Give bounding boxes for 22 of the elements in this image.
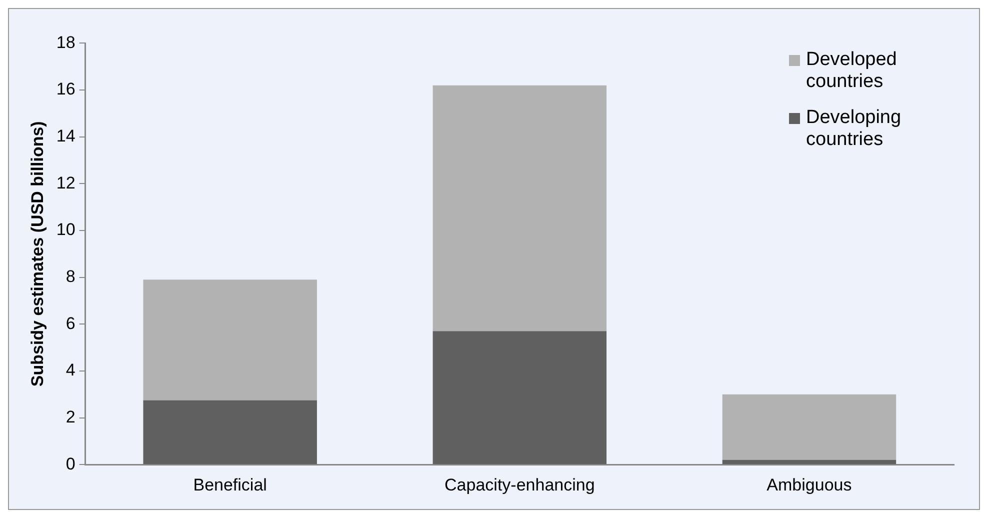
y-tick-label: 12 xyxy=(56,173,76,192)
y-tick-label: 2 xyxy=(66,407,76,426)
bar xyxy=(432,85,607,332)
y-tick-label: 14 xyxy=(56,126,76,146)
y-tick-label: 16 xyxy=(56,80,76,99)
bar xyxy=(432,331,607,464)
legend-label: Developed countries xyxy=(806,49,898,93)
y-tick-label: 18 xyxy=(56,32,76,52)
x-tick-label: Capacity-enhancing xyxy=(444,475,595,494)
y-tick-label: 4 xyxy=(66,360,76,380)
bar xyxy=(143,280,317,400)
x-tick-label: Ambiguous xyxy=(766,475,852,494)
bar xyxy=(722,460,896,464)
y-tick-label: 10 xyxy=(56,220,76,240)
y-axis-title: Subsidy estimates (USD billions) xyxy=(28,121,47,387)
y-tick-label: 0 xyxy=(66,454,76,474)
y-tick-label: 6 xyxy=(66,314,76,333)
bar xyxy=(143,400,317,464)
y-tick-label: 8 xyxy=(66,267,76,286)
x-tick-label: Beneficial xyxy=(193,475,267,494)
legend-label: Developing countries xyxy=(806,107,902,151)
bar xyxy=(722,394,896,460)
